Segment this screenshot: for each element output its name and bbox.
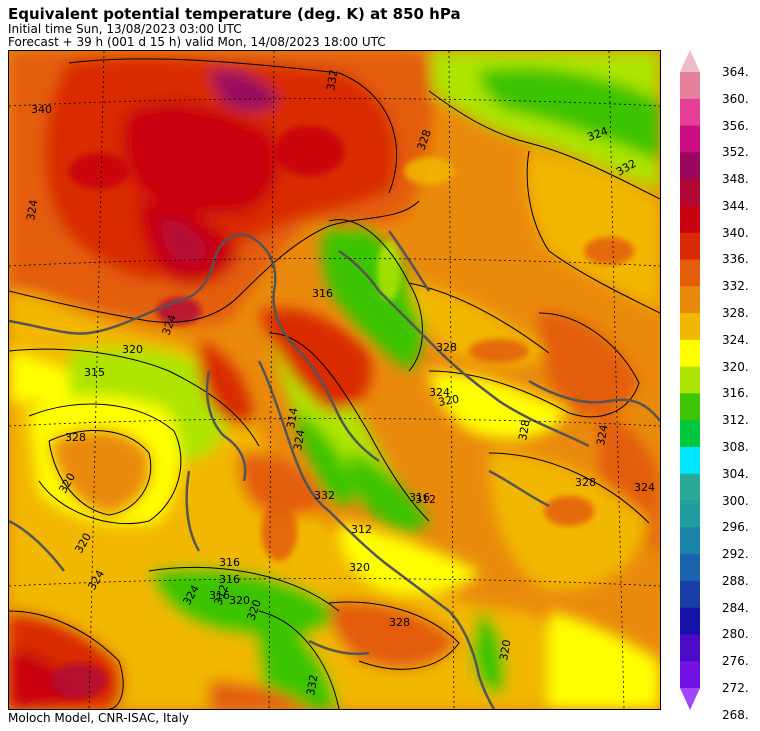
contour-label: 332 — [304, 674, 320, 697]
contour-label: 328 — [516, 419, 532, 442]
colorbar-swatch — [680, 125, 700, 153]
colorbar-label: 356. — [722, 118, 749, 133]
contour-label: 316 — [312, 287, 333, 300]
colorbar-swatch — [680, 72, 700, 100]
contour-label: 324 — [594, 424, 610, 447]
colorbar-swatch — [680, 393, 700, 421]
contour-label: 312 — [351, 523, 372, 536]
equivalent-potential-temperature-map: 340 332 324 328 324 332 316 324 320 328 315 324 328 3… — [8, 50, 661, 710]
contour-label: 320 — [122, 343, 143, 356]
forecast-valid-time: Forecast + 39 h (001 d 15 h) valid Mon, … — [8, 35, 386, 49]
colorbar-label: 292. — [722, 547, 749, 562]
colorbar-label: 276. — [722, 654, 749, 669]
colorbar-swatch — [680, 661, 700, 689]
colorbar-swatch — [680, 152, 700, 180]
contour-label: 320 — [229, 594, 250, 607]
initial-time: Initial time Sun, 13/08/2023 03:00 UTC — [8, 22, 242, 36]
colorbar-label: 324. — [722, 332, 749, 347]
colorbar-swatch — [680, 580, 700, 609]
colorbar-label: 316. — [722, 386, 749, 401]
contour-label: 314 — [284, 407, 300, 430]
contour-label: 328 — [65, 431, 86, 444]
colorbar-label: 288. — [722, 573, 749, 588]
colorbar-label: 352. — [722, 145, 749, 160]
colorbar-label: 328. — [722, 306, 749, 321]
coastlines — [9, 230, 660, 709]
colorbar-label: 296. — [722, 520, 749, 535]
colorbar-label: 304. — [722, 466, 749, 481]
colorbar-swatch — [680, 688, 700, 710]
contour-label: 324 — [24, 199, 40, 222]
contour-label: 340 — [31, 103, 52, 116]
colorbar — [680, 50, 700, 710]
colorbar-swatch — [680, 313, 700, 341]
contour-label: 320 — [437, 393, 460, 409]
contour-lines — [9, 58, 660, 709]
colorbar-label: 336. — [722, 252, 749, 267]
chart-title: Equivalent potential temperature (deg. K… — [8, 5, 461, 23]
colorbar-swatch — [680, 179, 700, 207]
colorbar-label: 348. — [722, 172, 749, 187]
contour-label: 332 — [314, 489, 335, 502]
colorbar-swatch — [680, 527, 700, 555]
colorbar-label: 344. — [722, 198, 749, 213]
contour-label: 324 — [429, 386, 450, 399]
field-colors — [9, 51, 660, 709]
contour-label: 315 — [84, 366, 105, 379]
contour-label: 316 — [219, 556, 240, 569]
model-credit: Moloch Model, CNR-ISAC, Italy — [8, 711, 190, 725]
colorbar-swatch — [680, 98, 700, 127]
colorbar-label: 364. — [722, 65, 749, 79]
colorbar-swatch — [680, 607, 700, 635]
colorbar-label: 308. — [722, 439, 749, 454]
colorbar-swatch — [680, 286, 700, 314]
colorbar-label: 332. — [722, 279, 749, 294]
colorbar-swatch — [680, 205, 700, 234]
colorbar-label: 268. — [722, 707, 749, 722]
lat-lon-grid — [9, 51, 660, 709]
colorbar-swatch — [680, 259, 700, 287]
contour-label: 324 — [634, 481, 655, 494]
colorbar-label: 360. — [722, 91, 749, 106]
contour-label: 320 — [497, 639, 513, 662]
colorbar-label: 340. — [722, 225, 749, 240]
field-detail — [51, 126, 634, 699]
colorbar-swatch — [680, 446, 700, 475]
colorbar-label: 284. — [722, 600, 749, 615]
contour-label: 324 — [291, 429, 307, 452]
colorbar-label: 280. — [722, 627, 749, 642]
contour-label: 328 — [389, 616, 410, 629]
contour-label: 316 — [209, 589, 230, 602]
contour-label: 328 — [436, 341, 457, 354]
colorbar-swatch — [680, 634, 700, 662]
colorbar-label: 320. — [722, 359, 749, 374]
contour-label: 332 — [324, 69, 340, 92]
colorbar-label: 312. — [722, 413, 749, 428]
contour-label: 328 — [575, 476, 596, 489]
contour-label: 320 — [349, 561, 370, 574]
colorbar-swatch — [680, 420, 700, 448]
colorbar-swatch — [680, 50, 700, 72]
contour-label: 312 — [415, 493, 436, 506]
colorbar-swatch — [680, 366, 700, 394]
contour-label: 316 — [219, 573, 240, 586]
colorbar-swatch — [680, 473, 700, 502]
colorbar-swatch — [680, 339, 700, 368]
colorbar-label: 272. — [722, 681, 749, 695]
colorbar-swatch — [680, 232, 700, 260]
colorbar-label: 300. — [722, 493, 749, 508]
colorbar-swatch — [680, 554, 700, 582]
colorbar-swatch — [680, 500, 700, 528]
contour-label: 316 — [409, 491, 430, 504]
